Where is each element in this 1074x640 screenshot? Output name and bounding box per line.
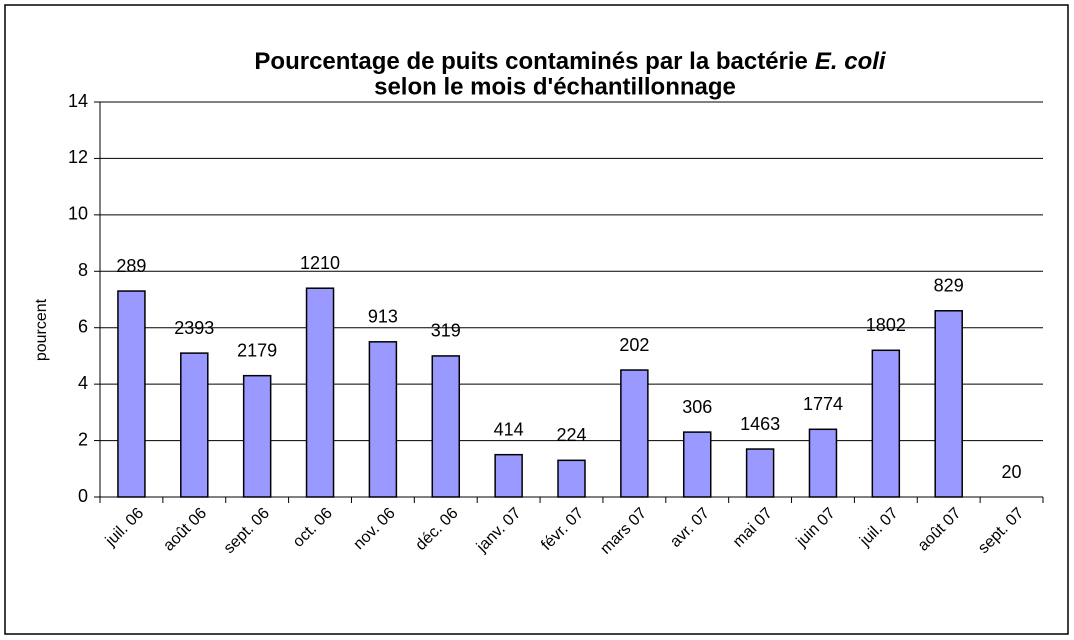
y-tick-label: 14	[68, 91, 88, 111]
bar-annotation: 20	[1002, 462, 1022, 482]
title-line: Pourcentage de puits contaminés par la b…	[254, 48, 808, 75]
bar-annotation: 224	[556, 425, 586, 445]
bar	[242, 374, 272, 498]
bar-annotation: 1802	[866, 315, 906, 335]
bar	[494, 453, 523, 498]
bar	[620, 369, 649, 498]
bar-annotation: 202	[619, 335, 649, 355]
y-tick-label: 8	[78, 260, 88, 280]
y-tick-label: 2	[78, 429, 88, 449]
chart-border	[4, 4, 1069, 635]
bar	[934, 310, 963, 498]
chart-title: Pourcentage de puits contaminés par la b…	[254, 48, 887, 75]
bar	[871, 349, 901, 498]
bar-annotation: 414	[494, 419, 524, 439]
bar	[808, 428, 838, 498]
bar	[745, 448, 775, 498]
y-tick-label: 10	[68, 204, 88, 224]
bar-annotation: 2393	[174, 318, 214, 338]
y-tick-label: 4	[78, 373, 88, 393]
title-italic: E. coli	[815, 48, 887, 75]
chart-subtitle: selon le mois d'échantillonnage	[374, 73, 736, 100]
y-tick-label: 0	[78, 486, 88, 506]
y-axis-label: pourcent	[33, 298, 50, 361]
bar-annotation: 1774	[803, 394, 843, 414]
bar	[305, 287, 335, 498]
bar-annotation: 319	[431, 321, 461, 341]
bar	[557, 459, 586, 498]
bar	[431, 355, 461, 498]
bar	[180, 352, 209, 498]
bar	[682, 431, 712, 498]
bar-annotation: 1463	[740, 414, 780, 434]
bar-annotation: 289	[116, 256, 146, 276]
bar	[117, 290, 146, 498]
bar-annotation: 2179	[237, 340, 277, 360]
bar	[368, 341, 398, 498]
y-tick-label: 12	[68, 147, 88, 167]
bar-annotation: 829	[934, 276, 964, 296]
bar-annotation: 306	[682, 397, 712, 417]
bar-annotation: 1210	[300, 253, 340, 273]
bar-annotation: 913	[368, 307, 398, 327]
y-tick-label: 6	[78, 316, 88, 336]
